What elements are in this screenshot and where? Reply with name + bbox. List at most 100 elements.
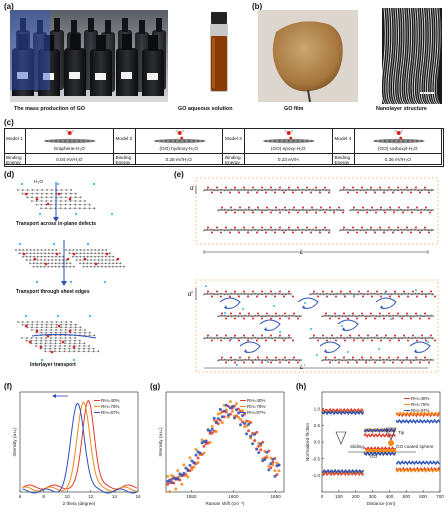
carbon-atom-icon (306, 140, 309, 142)
carbon-atom-icon (68, 347, 71, 350)
friction-trace-return (321, 468, 364, 474)
carbon-atom-icon (281, 358, 284, 361)
carbon-atom-icon (88, 331, 91, 334)
carbon-atom-icon (421, 293, 423, 296)
oxygen-atom-icon (347, 317, 349, 320)
nanolayer-stripe (387, 8, 393, 104)
carbon-atom-icon (223, 229, 226, 232)
oxygen-atom-icon (344, 339, 346, 342)
oxygen-atom-icon (225, 317, 227, 320)
edge-sheet-right (65, 249, 125, 268)
oxygen-atom-icon (410, 191, 412, 194)
raman-data-point (182, 471, 186, 475)
carbon-atom-icon (45, 337, 48, 339)
oxygen-atom-icon (434, 295, 436, 298)
x-tick-label: 0 (321, 494, 324, 499)
carbon-atom-icon (264, 315, 267, 318)
friction-trace (363, 432, 396, 438)
carbon-atom-icon (430, 209, 433, 212)
raman-data-point (216, 417, 220, 421)
oxygen-atom-icon (394, 334, 396, 337)
bottom-model-frame (195, 279, 439, 373)
carbon-atom-icon (386, 189, 389, 192)
oxygen-atom-icon (376, 334, 378, 337)
flow-arrow (409, 341, 431, 353)
carbon-atom-icon (241, 209, 243, 212)
oxygen-atom-icon (288, 334, 290, 337)
oxygen-atom-icon (353, 339, 355, 342)
carbon-atom-icon (360, 292, 362, 295)
oxygen-atom-icon (288, 211, 290, 214)
oxygen-atom-icon (416, 339, 418, 342)
oxygen-atom-icon (392, 317, 394, 320)
carbon-atom-icon (51, 252, 54, 255)
nanolayer-stripe (429, 8, 435, 104)
y-tick-label: -0.5 (312, 456, 320, 461)
oxygen-atom-icon (238, 231, 240, 234)
carbon-atom-icon (55, 323, 58, 326)
carbon-atom-icon (35, 345, 37, 347)
oxygen-atom-icon (270, 361, 272, 364)
carbon-atom-icon (244, 228, 246, 231)
carbon-atom-icon (250, 293, 253, 296)
carbon-atom-icon (68, 140, 71, 142)
carbon-atom-icon (271, 359, 274, 362)
model-cell: Model 4 (332, 128, 355, 154)
oxygen-atom-icon (293, 356, 295, 359)
raman-data-point (247, 429, 251, 433)
carbon-atom-icon (288, 188, 290, 191)
carbon-atom-icon (53, 350, 56, 353)
bottle-neck-icon (156, 18, 162, 32)
oxygen-atom-icon (425, 339, 427, 342)
carbon-atom-icon (84, 200, 86, 202)
carbon-atom-icon (257, 337, 260, 340)
carbon-atom-icon (247, 229, 249, 232)
x-tick-label: 400 (386, 494, 394, 499)
oxygen-atom-icon (370, 356, 372, 359)
layer-top-2 (203, 226, 331, 234)
oxygen-atom-icon (425, 206, 427, 209)
carbon-atom-icon (74, 192, 77, 195)
water-molecule-icon (242, 308, 244, 310)
raman-data-point (202, 451, 206, 455)
bottle-neck-icon (96, 35, 106, 51)
carbon-atom-icon (373, 209, 375, 212)
carbon-atom-icon (206, 292, 209, 295)
oxygen-atom-icon (238, 295, 240, 298)
raman-data-point (234, 402, 238, 406)
carbon-atom-icon (292, 314, 294, 317)
carbon-atom-icon (295, 229, 297, 232)
oxygen-atom-icon (338, 361, 340, 364)
carbon-atom-icon (329, 337, 332, 340)
carbon-atom-icon (278, 228, 280, 231)
carbon-atom-icon (49, 339, 52, 342)
model-label: Model 2 (115, 136, 133, 141)
oxygen-atom-icon (234, 317, 236, 320)
carbon-atom-icon (390, 188, 392, 191)
carbon-atom-icon (336, 292, 338, 295)
carbon-atom-icon (227, 189, 229, 192)
raman-data-point (230, 409, 234, 413)
raman-data-point (180, 474, 184, 478)
carbon-atom-icon (58, 259, 61, 261)
carbon-atom-icon (233, 228, 236, 231)
oxygen-atom-icon (356, 231, 358, 234)
oxygen-atom-icon (221, 206, 223, 209)
oxygen-atom-icon (279, 211, 281, 214)
carbon-atom-icon (50, 326, 53, 329)
carbon-atom-icon (271, 209, 274, 212)
oxygen-atom-icon (39, 345, 43, 349)
raman-data-point (188, 456, 192, 460)
oxygen-atom-icon (388, 186, 390, 189)
raman-data-point (192, 465, 196, 469)
carbon-atom-icon (64, 345, 66, 347)
oxygen-atom-icon (371, 295, 373, 298)
oxygen-atom-icon (211, 191, 213, 194)
oxygen-atom-icon (234, 290, 236, 293)
oxygen-atom-icon (384, 211, 386, 214)
x-tick-label: 1550 (186, 494, 197, 499)
caption-interlayer: Interlayer transport (30, 362, 76, 368)
raman-data-point (194, 448, 198, 451)
carbon-atom-icon (244, 336, 246, 339)
carbon-atom-icon (341, 359, 344, 362)
